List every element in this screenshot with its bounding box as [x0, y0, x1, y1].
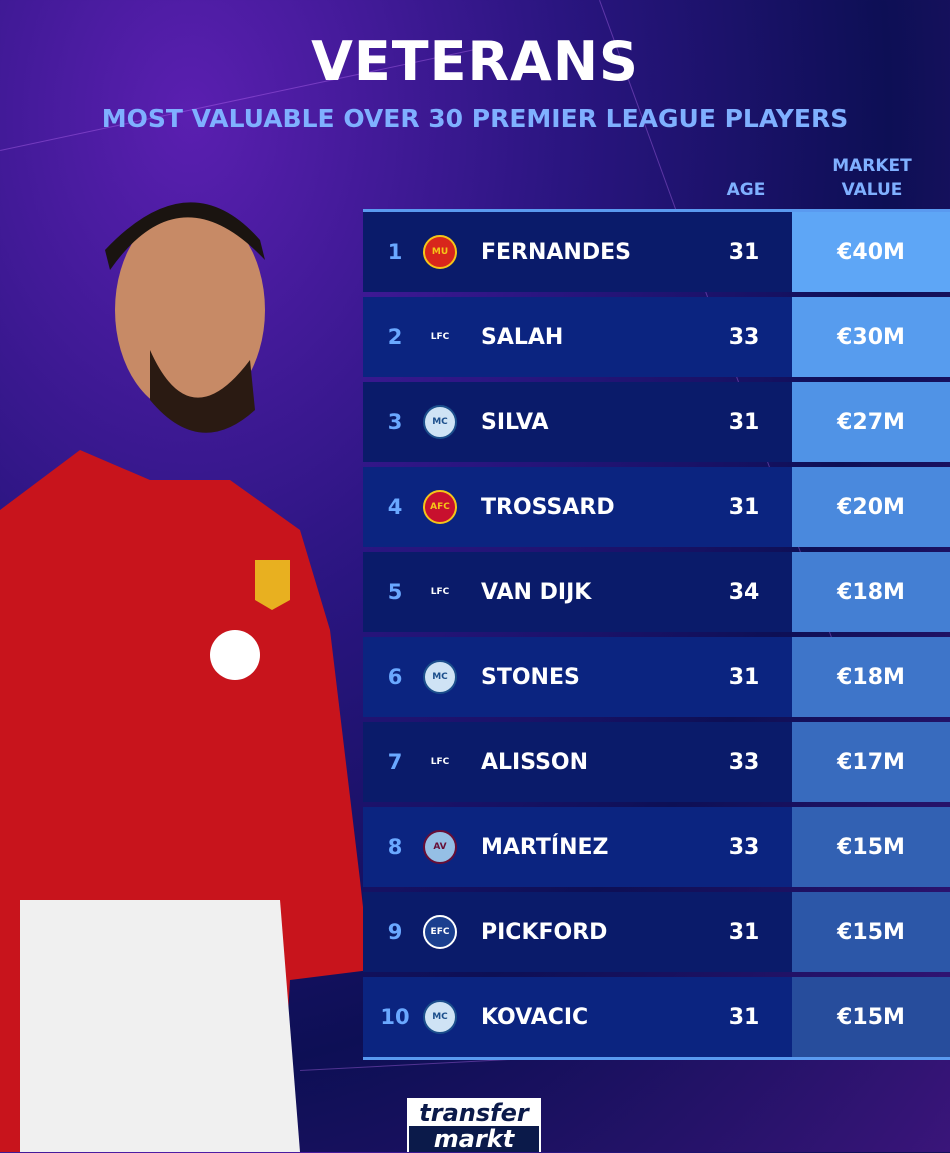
liverpool-crest-icon: LFC: [430, 587, 450, 597]
rank: 1: [387, 240, 403, 264]
table-bottom-border: [363, 1057, 950, 1060]
market-value: €17M: [792, 722, 950, 802]
rankings-table: 1 MU FERNANDES 31 €40M 2 LFC SALAH 33 €3…: [363, 209, 950, 1060]
everton-crest-icon: EFC: [423, 915, 457, 949]
table-row: 6 MC STONES 31 €18M: [363, 637, 950, 717]
table-row: 10 MC KOVACIC 31 €15M: [363, 977, 950, 1057]
player-age: 31: [728, 664, 760, 690]
player-name: KOVACIC: [481, 1004, 589, 1030]
table-row: 9 EFC PICKFORD 31 €15M: [363, 892, 950, 972]
row-background: [363, 722, 792, 802]
column-header-market-value: MARKET VALUE: [812, 154, 932, 202]
table-row: 3 MC SILVA 31 €27M: [363, 382, 950, 462]
player-age: 33: [728, 749, 760, 775]
rank: 7: [387, 750, 403, 774]
player-name: STONES: [481, 664, 580, 690]
liverpool-crest-icon: LFC: [430, 757, 450, 767]
player-name: MARTÍNEZ: [481, 834, 609, 860]
player-age: 33: [728, 324, 760, 350]
transfermarkt-logo: transfer markt: [407, 1098, 541, 1152]
market-value: €30M: [792, 297, 950, 377]
rank: 9: [387, 920, 403, 944]
market-value: €40M: [792, 212, 950, 292]
player-age: 31: [728, 919, 760, 945]
player-name: PICKFORD: [481, 919, 608, 945]
player-age: 31: [728, 409, 760, 435]
table-row: 5 LFC VAN DIJK 34 €18M: [363, 552, 950, 632]
manchester-city-crest-icon: MC: [423, 660, 457, 694]
player-name: ALISSON: [481, 749, 589, 775]
column-header-age: AGE: [726, 180, 766, 200]
rank: 10: [380, 1005, 410, 1029]
market-value: €27M: [792, 382, 950, 462]
row-background: [363, 552, 792, 632]
table-row: 7 LFC ALISSON 33 €17M: [363, 722, 950, 802]
rank: 4: [387, 495, 403, 519]
player-age: 31: [728, 494, 760, 520]
liverpool-crest-icon: LFC: [430, 332, 450, 342]
player-age: 34: [728, 579, 760, 605]
rank: 3: [387, 410, 403, 434]
market-value: €18M: [792, 637, 950, 717]
player-age: 33: [728, 834, 760, 860]
player-name: SILVA: [481, 409, 549, 435]
player-age: 31: [728, 239, 760, 265]
row-background: [363, 297, 792, 377]
market-value: €15M: [792, 977, 950, 1057]
market-value: €15M: [792, 807, 950, 887]
market-value: €18M: [792, 552, 950, 632]
player-name: TROSSARD: [481, 494, 615, 520]
rank: 2: [387, 325, 403, 349]
player-name: SALAH: [481, 324, 564, 350]
column-header-line: VALUE: [841, 180, 903, 200]
player-age: 31: [728, 1004, 760, 1030]
player-photo: [0, 202, 370, 1152]
market-value: €15M: [792, 892, 950, 972]
aston-villa-crest-icon: AV: [423, 830, 457, 864]
player-name: FERNANDES: [481, 239, 631, 265]
table-row: 4 AFC TROSSARD 31 €20M: [363, 467, 950, 547]
rank: 5: [387, 580, 403, 604]
manchester-city-crest-icon: MC: [423, 1000, 457, 1034]
page-subtitle: MOST VALUABLE OVER 30 PREMIER LEAGUE PLA…: [101, 104, 849, 133]
market-value: €20M: [792, 467, 950, 547]
column-header-line: MARKET: [832, 156, 912, 176]
table-top-border: [363, 209, 950, 212]
arsenal-crest-icon: AFC: [423, 490, 457, 524]
rank: 8: [387, 835, 403, 859]
manchester-city-crest-icon: MC: [423, 405, 457, 439]
table-row: 2 LFC SALAH 33 €30M: [363, 297, 950, 377]
table-row: 1 MU FERNANDES 31 €40M: [363, 212, 950, 292]
table-row: 8 AV MARTÍNEZ 33 €15M: [363, 807, 950, 887]
player-name: VAN DIJK: [481, 579, 592, 605]
page-title: VETERANS: [311, 30, 639, 93]
manchester-united-crest-icon: MU: [423, 235, 457, 269]
rank: 6: [387, 665, 403, 689]
